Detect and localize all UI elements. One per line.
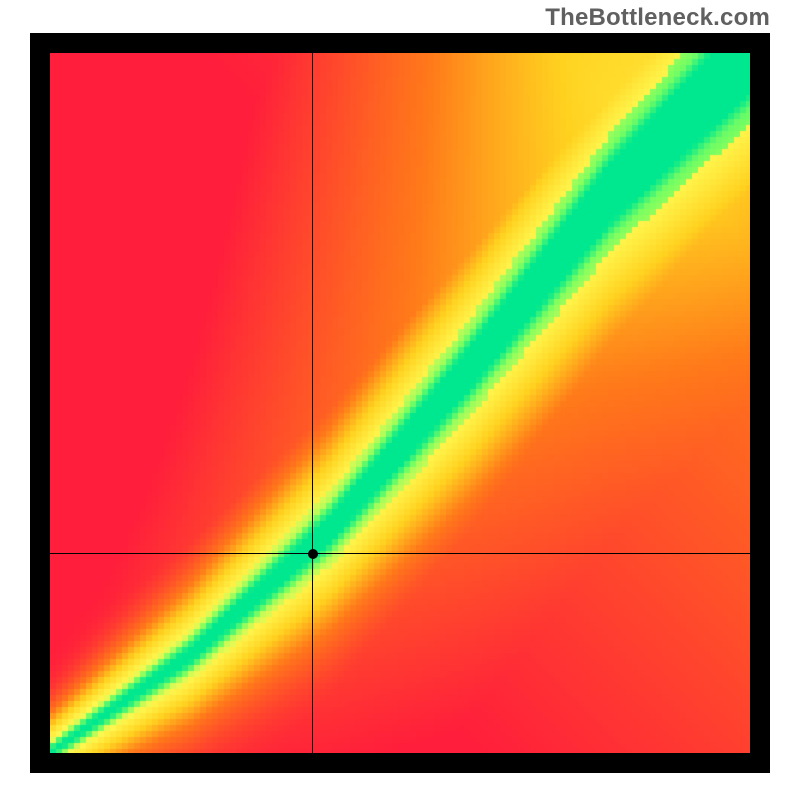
watermark-text: TheBottleneck.com <box>545 4 770 32</box>
chart-container: { "watermark": { "text": "TheBottleneck.… <box>0 0 800 800</box>
crosshair-horizontal <box>50 553 750 554</box>
bottleneck-heatmap <box>50 53 750 753</box>
crosshair-marker[interactable] <box>308 549 318 559</box>
crosshair-vertical <box>312 53 313 753</box>
